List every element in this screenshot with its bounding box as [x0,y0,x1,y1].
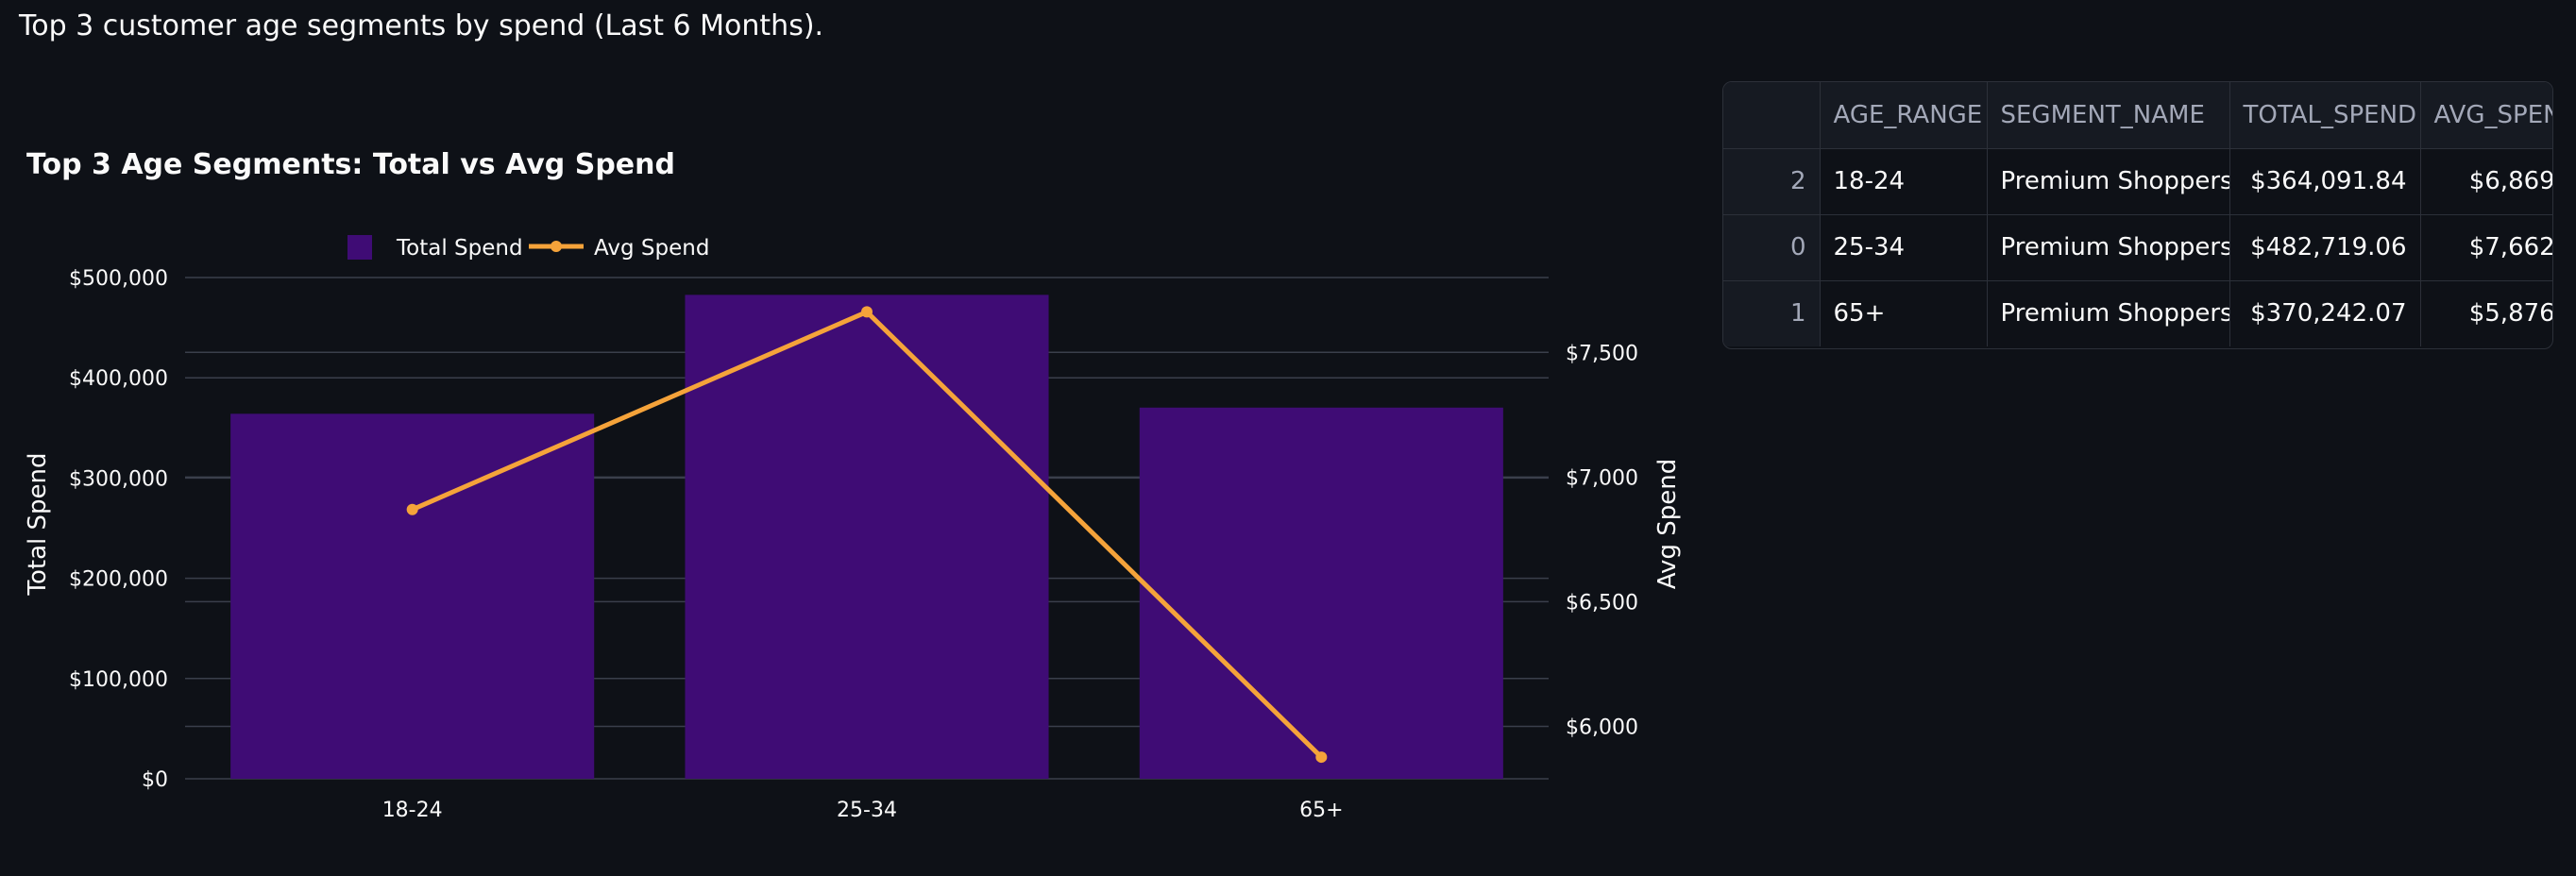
cell-avg-spend[interactable]: $5,876.8 [2420,280,2552,346]
x-tick-label: 18-24 [382,799,443,822]
legend-marker-avg-spend [551,241,562,252]
y2-axis-label: Avg Spend [1653,459,1682,589]
avg-line [406,306,1328,764]
y-tick-label: $0 [142,768,168,792]
table-header-row: AGE_RANGE SEGMENT_NAME TOTAL_SPEND AVG_S… [1723,82,2552,149]
legend-label-total-spend: Total Spend [396,236,523,261]
y-tick-label: $300,000 [69,467,168,491]
chart-title: Top 3 Age Segments: Total vs Avg Spend [26,148,675,181]
cell-total-spend[interactable]: $364,091.84 [2229,148,2421,215]
bar-25-34[interactable] [685,295,1049,779]
cell-avg-spend[interactable]: $7,662.2 [2420,214,2552,281]
x-tick-label: 65+ [1299,799,1343,822]
x-axis-ticks: 18-24 25-34 65+ [382,799,1344,822]
bar-65+[interactable] [1139,407,1503,779]
y-tick-label: $500,000 [69,267,168,291]
y-tick-label: $200,000 [69,568,168,592]
row-index: 1 [1723,280,1821,346]
y2-tick-label: $6,000 [1566,716,1638,740]
y-axis-label: Total Spend [24,453,52,597]
row-index: 2 [1723,148,1821,215]
x-tick-label: 25-34 [837,799,897,822]
page-caption: Top 3 customer age segments by spend (La… [19,9,824,42]
y2-axis-ticks: $6,000 $6,500 $7,000 $7,500 [1566,342,1638,739]
row-index: 0 [1723,214,1821,281]
cell-total-spend[interactable]: $370,242.07 [2229,280,2421,346]
cell-age-range[interactable]: 18-24 [1820,148,1988,215]
table-header-age-range[interactable]: AGE_RANGE [1820,82,1988,149]
chart-legend: Total Spend Avg Spend [347,235,709,261]
y-axis-ticks: $0 $100,000 $200,000 $300,000 $400,000 $500,0… [69,267,168,792]
y-tick-label: $400,000 [69,367,168,391]
table-row[interactable]: 1 65+ Premium Shoppers $370,242.07 $5,87… [1723,280,2552,346]
y2-tick-label: $6,500 [1566,591,1638,615]
table-row[interactable]: 0 25-34 Premium Shoppers $482,719.06 $7,… [1723,214,2552,281]
avg-point-25-34[interactable] [861,306,873,318]
legend-swatch-total-spend [347,235,372,260]
cell-segment-name[interactable]: Premium Shoppers [1987,214,2230,281]
cell-total-spend[interactable]: $482,719.06 [2229,214,2421,281]
cell-segment-name[interactable]: Premium Shoppers [1987,280,2230,346]
table-header-avg-spend[interactable]: AVG_SPEN [2420,82,2552,149]
y2-tick-label: $7,000 [1566,466,1638,490]
cell-segment-name[interactable]: Premium Shoppers [1987,148,2230,215]
y2-tick-label: $7,500 [1566,342,1638,365]
table-header-total-spend[interactable]: TOTAL_SPEND [2229,82,2421,149]
bar-18-24[interactable] [230,413,595,779]
avg-point-18-24[interactable] [406,503,418,515]
table-header-segment-name[interactable]: SEGMENT_NAME [1987,82,2230,149]
cell-age-range[interactable]: 25-34 [1820,214,1988,281]
legend-label-avg-spend: Avg Spend [594,236,709,261]
bars [230,295,1503,779]
table-header-index[interactable] [1723,82,1821,149]
cell-age-range[interactable]: 65+ [1820,280,1988,346]
avg-point-65+[interactable] [1315,751,1328,764]
data-table: AGE_RANGE SEGMENT_NAME TOTAL_SPEND AVG_S… [1723,82,2552,346]
y-tick-label: $100,000 [69,668,168,692]
table-row[interactable]: 2 18-24 Premium Shoppers $364,091.84 $6,… [1723,148,2552,215]
cell-avg-spend[interactable]: $6,869.6 [2420,148,2552,215]
data-table-panel[interactable]: AGE_RANGE SEGMENT_NAME TOTAL_SPEND AVG_S… [1722,81,2553,349]
chart-panel: Top 3 Age Segments: Total vs Avg Spend T… [0,76,1700,876]
combo-chart: Top 3 Age Segments: Total vs Avg Spend T… [24,148,1682,822]
